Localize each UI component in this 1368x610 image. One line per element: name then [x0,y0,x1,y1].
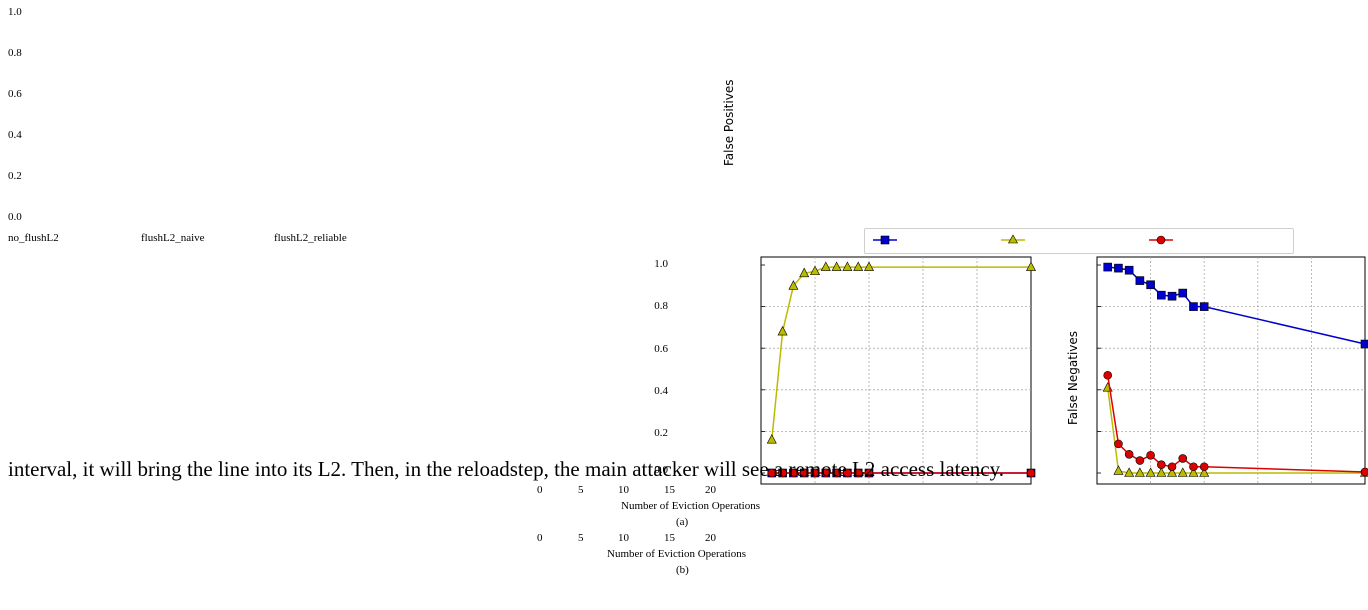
x-tick-label: 10 [618,532,629,544]
data-point [1146,280,1155,290]
data-point [1146,451,1155,460]
data-point [766,434,777,444]
x-axis-label: Number of Eviction Operations [607,548,746,560]
data-point [1167,462,1177,472]
y-tick-label: 1.0 [8,6,22,18]
data-point [1189,462,1198,472]
y-tick-label: 0.4 [8,129,22,141]
data-point [1124,265,1134,275]
y-axis-label: False Negatives [1066,330,1080,425]
x-tick-label: 0 [537,484,543,496]
y-tick-label: 0.6 [8,88,22,100]
data-point [1134,467,1145,477]
x-tick-label: flushL2_naive [141,232,205,244]
y-tick-label: 0.0 [654,464,668,476]
data-point [843,468,852,478]
data-point [1199,467,1210,477]
data-point [1156,467,1167,477]
data-point [1135,276,1145,285]
x-tick-label: 5 [578,532,584,544]
plot-area-b [1096,256,1368,485]
x-axis-label: Number of Eviction Operations [621,500,760,512]
data-point [1189,302,1198,311]
x-tick-label: flushL2_reliable [274,232,347,244]
data-point [1114,439,1123,449]
data-point [1103,370,1113,380]
legend-entry-triangle [1001,234,1025,244]
data-point [864,468,874,478]
data-point [1113,465,1124,475]
plot-frame [760,256,1032,485]
x-tick-label: 15 [664,484,675,496]
data-point [853,468,863,478]
data-point [1177,467,1188,477]
x-tick-label: 0 [537,532,543,544]
plot-frame [1096,256,1366,485]
data-point [1178,288,1188,298]
data-point [1167,467,1178,477]
data-point [842,261,853,271]
data-point [1157,460,1166,469]
data-point [1199,462,1209,472]
data-point [821,468,831,478]
y-tick-label: 0.2 [8,170,22,182]
data-point [1103,262,1113,272]
data-point [1188,467,1199,477]
x-tick-label: 20 [705,532,716,544]
data-point [788,280,799,290]
y-tick-label: 0.4 [654,385,668,397]
data-point [1145,467,1156,477]
data-point [820,261,831,271]
data-point [1167,291,1177,301]
y-tick-label: 1.0 [654,258,668,270]
body-text: interval, it will bring the line into it… [8,457,1005,481]
y-axis-label: False Positives [722,79,736,166]
y-tick-label: 0.0 [8,211,22,223]
data-point [1114,263,1123,273]
data-point [799,267,810,278]
data-point [1199,302,1209,311]
data-point [778,468,787,478]
y-tick-label: 0.6 [654,343,668,355]
legend-entry-circle [1149,235,1173,245]
data-point [1135,456,1145,465]
x-tick-label: 15 [664,532,675,544]
legend [864,228,1294,254]
caption-b: (b) [676,564,689,576]
data-point [1026,261,1036,271]
data-point [1360,467,1368,477]
data-point [810,265,820,276]
x-tick-label: 10 [618,484,629,496]
y-tick-label: 0.8 [654,300,668,312]
data-point [767,468,777,478]
data-point [1124,449,1134,459]
x-tick-label: no_flushL2 [8,232,59,244]
data-point [864,261,874,271]
y-tick-label: 0.8 [8,47,22,59]
data-point [1026,468,1036,478]
data-point [799,468,809,478]
y-tick-label: 0.2 [654,427,668,439]
data-point [831,261,842,271]
x-tick-label: 20 [705,484,716,496]
data-point [1157,290,1166,300]
data-point [832,468,841,478]
caption-a: (a) [676,516,689,528]
legend-entry-square [873,235,897,245]
data-point [1124,467,1135,477]
data-point [777,325,788,336]
x-tick-label: 5 [578,484,584,496]
data-point [1360,339,1368,349]
data-point [810,468,820,478]
data-point [1178,454,1188,463]
data-point [853,261,864,271]
data-point [789,468,798,478]
plot-area-a [760,256,1036,485]
